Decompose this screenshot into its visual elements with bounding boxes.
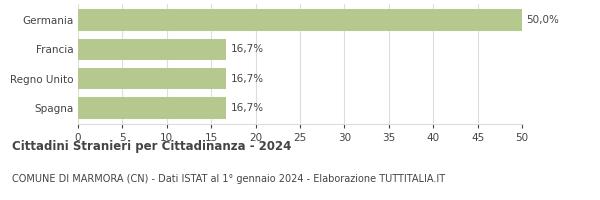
- Text: 50,0%: 50,0%: [526, 15, 559, 25]
- Bar: [78, 9, 522, 31]
- Bar: [78, 97, 226, 119]
- Text: 16,7%: 16,7%: [231, 44, 264, 54]
- Bar: [78, 68, 226, 89]
- Text: 16,7%: 16,7%: [231, 74, 264, 84]
- Text: Cittadini Stranieri per Cittadinanza - 2024: Cittadini Stranieri per Cittadinanza - 2…: [12, 140, 292, 153]
- Text: 16,7%: 16,7%: [231, 103, 264, 113]
- Bar: [78, 39, 226, 60]
- Text: COMUNE DI MARMORA (CN) - Dati ISTAT al 1° gennaio 2024 - Elaborazione TUTTITALIA: COMUNE DI MARMORA (CN) - Dati ISTAT al 1…: [12, 174, 445, 184]
